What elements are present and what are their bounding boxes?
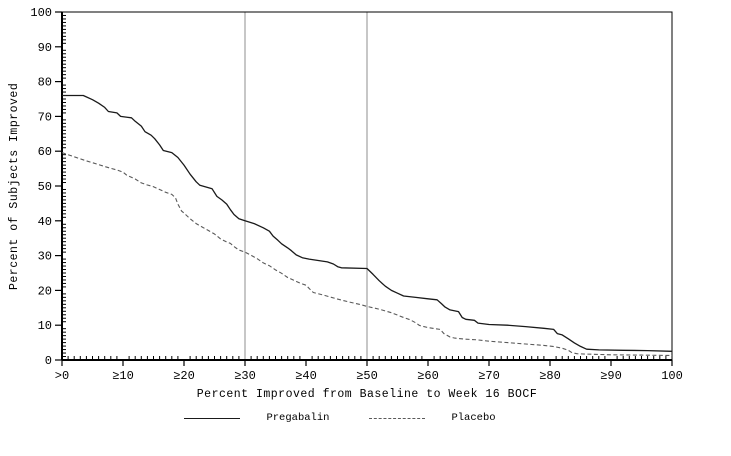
legend-label-placebo: Placebo — [451, 412, 496, 424]
y-tick-label: 20 — [38, 284, 52, 298]
legend-label-pregabalin: Pregabalin — [266, 412, 330, 424]
x-tick-label: ≥10 — [112, 369, 134, 383]
x-tick-label: ≥50 — [356, 369, 378, 383]
x-tick-label: ≥70 — [478, 369, 500, 383]
legend-item-placebo: Placebo — [369, 412, 496, 424]
x-tick-label: ≥80 — [539, 369, 561, 383]
y-tick-label: 30 — [38, 250, 52, 264]
x-tick-label: ≥40 — [295, 369, 317, 383]
y-tick-label: 60 — [38, 145, 52, 159]
legend: Pregabalin Placebo — [0, 412, 680, 424]
y-tick-label: 90 — [38, 41, 52, 55]
y-axis-title: Percent of Subjects Improved — [8, 82, 21, 290]
x-tick-label: ≥20 — [173, 369, 195, 383]
y-tick-label: 50 — [38, 180, 52, 194]
x-tick-label: ≥60 — [417, 369, 439, 383]
x-tick-label: 100 — [661, 369, 683, 383]
y-tick-label: 10 — [38, 319, 52, 333]
x-tick-label: ≥90 — [600, 369, 622, 383]
legend-item-pregabalin: Pregabalin — [184, 412, 329, 424]
y-tick-label: 70 — [38, 110, 52, 124]
placebo-line-swatch — [369, 417, 426, 419]
x-tick-label: >0 — [55, 369, 69, 383]
y-tick-label: 100 — [30, 6, 52, 20]
y-tick-label: 40 — [38, 215, 52, 229]
x-tick-label: ≥30 — [234, 369, 256, 383]
x-axis-title: Percent Improved from Baseline to Week 1… — [196, 388, 538, 401]
pregabalin-line — [62, 94, 673, 352]
y-tick-label: 80 — [38, 76, 52, 90]
y-tick-label: 0 — [45, 354, 52, 368]
pregabalin-line-swatch — [184, 417, 241, 419]
